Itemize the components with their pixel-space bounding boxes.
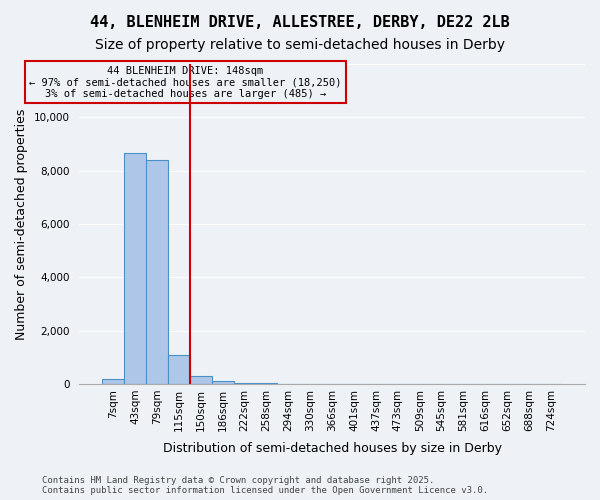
Bar (146, 160, 168, 384)
Text: 44 BLENHEIM DRIVE: 148sqm
← 97% of semi-detached houses are smaller (18,250)
3% : 44 BLENHEIM DRIVE: 148sqm ← 97% of semi-… (29, 66, 342, 99)
Text: Size of property relative to semi-detached houses in Derby: Size of property relative to semi-detach… (95, 38, 505, 52)
Bar (190, 376, 212, 384)
Bar (212, 381, 234, 384)
Bar (103, 378, 124, 384)
Y-axis label: Number of semi-detached properties: Number of semi-detached properties (15, 108, 28, 340)
Text: Contains HM Land Registry data © Crown copyright and database right 2025.
Contai: Contains HM Land Registry data © Crown c… (42, 476, 488, 495)
Bar (124, 154, 146, 384)
Bar (168, 354, 190, 384)
Text: 44, BLENHEIM DRIVE, ALLESTREE, DERBY, DE22 2LB: 44, BLENHEIM DRIVE, ALLESTREE, DERBY, DE… (90, 15, 510, 30)
X-axis label: Distribution of semi-detached houses by size in Derby: Distribution of semi-detached houses by … (163, 442, 502, 455)
Bar (234, 382, 256, 384)
